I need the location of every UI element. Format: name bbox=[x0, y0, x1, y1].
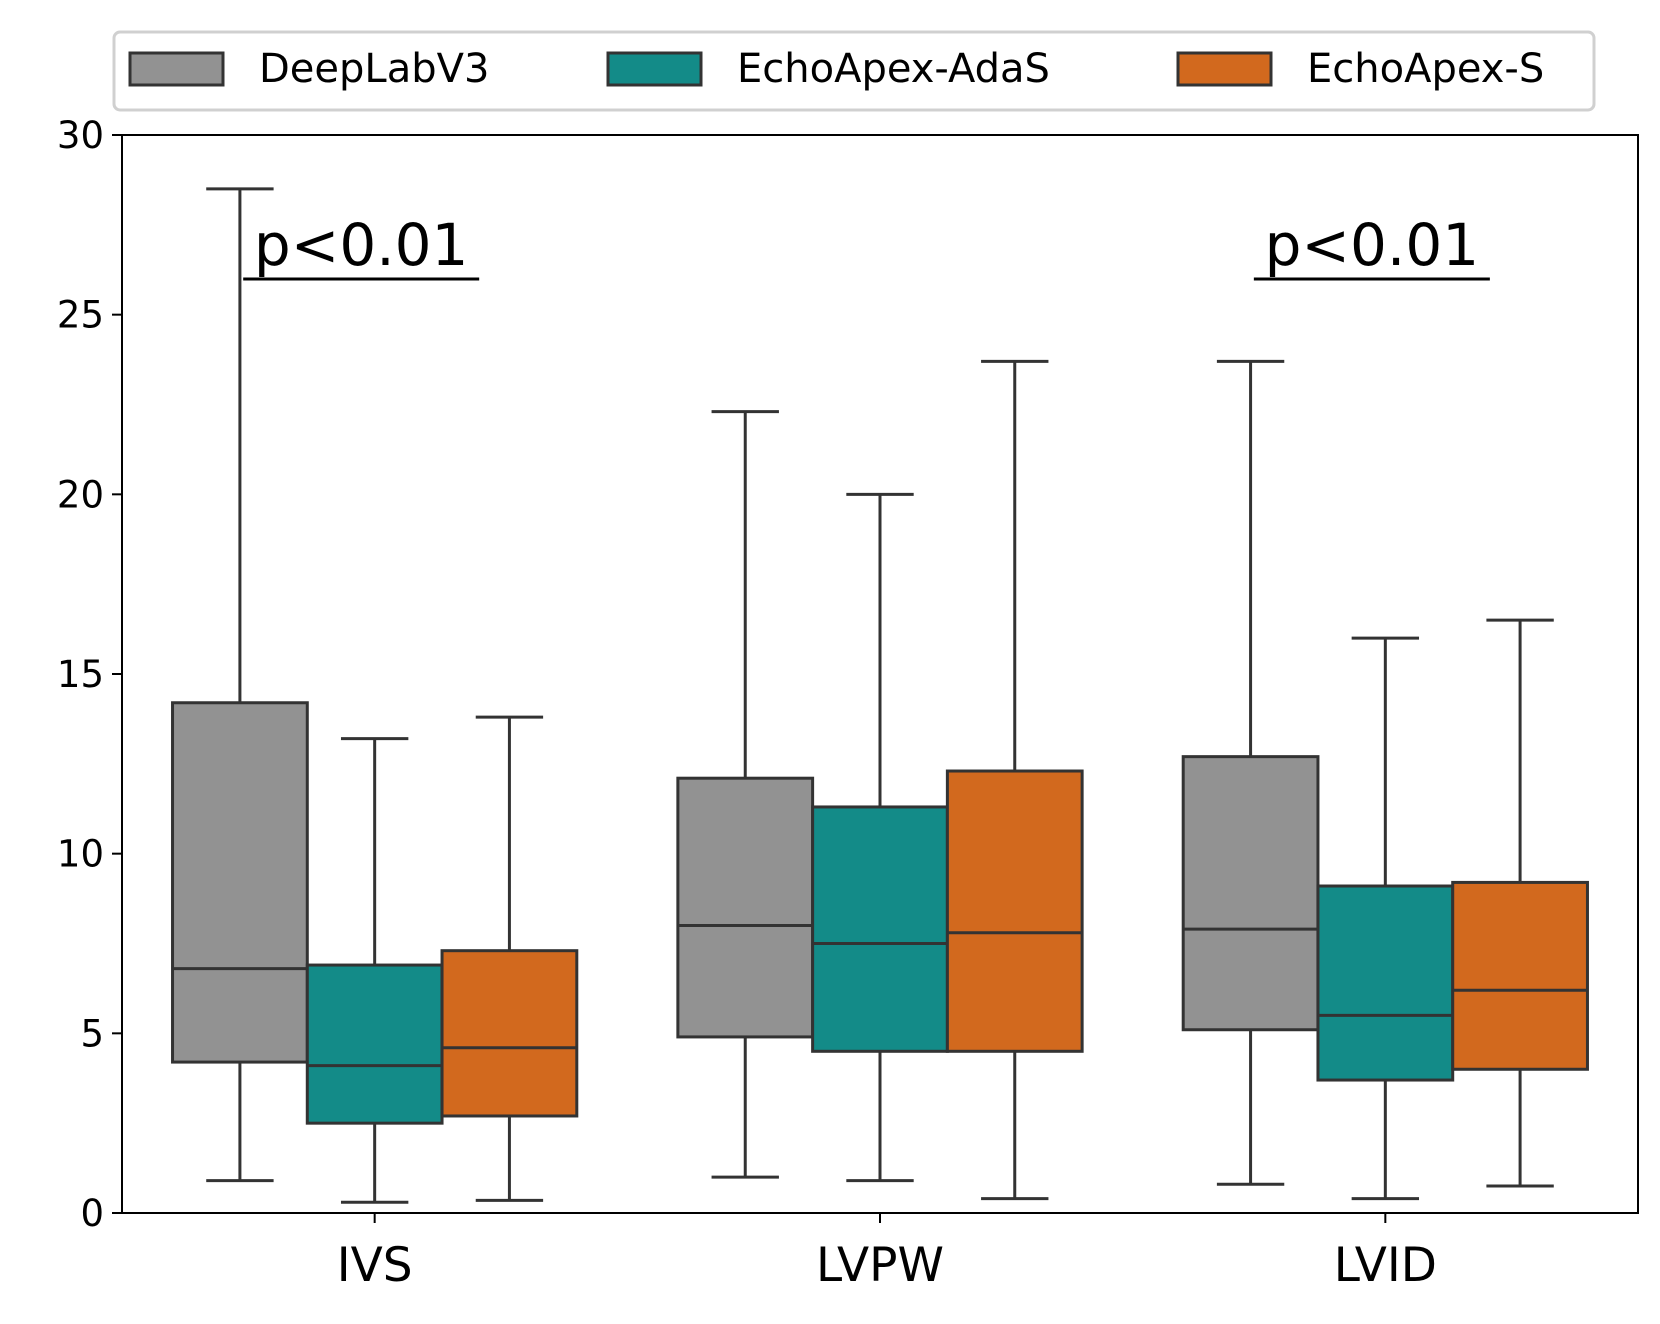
p-value-annotation: p<0.01 bbox=[1265, 211, 1480, 279]
y-tick-label: 30 bbox=[57, 114, 104, 157]
iqr-box bbox=[1181, 755, 1320, 1032]
y-tick-label: 20 bbox=[57, 473, 104, 516]
x-tick-label: LVPW bbox=[816, 1238, 944, 1293]
box-ivs-echoapex-adas bbox=[305, 737, 444, 1204]
iqr-box bbox=[1316, 884, 1455, 1082]
box-lvpw-echoapex-adas bbox=[811, 492, 949, 1183]
legend-swatch bbox=[1176, 51, 1273, 87]
y-tick-label: 10 bbox=[57, 833, 104, 876]
y-tick-label: 25 bbox=[57, 294, 104, 337]
y-tick-label: 5 bbox=[80, 1012, 104, 1055]
p-value-annotation: p<0.01 bbox=[254, 211, 469, 279]
x-tick-label: LVID bbox=[1334, 1238, 1437, 1293]
legend-label: EchoApex-S bbox=[1307, 46, 1544, 92]
box-lvid-echoapex-s bbox=[1451, 618, 1589, 1188]
box-lvid-echoapex-adas bbox=[1316, 636, 1455, 1201]
x-tick-label: IVS bbox=[337, 1238, 413, 1293]
y-tick-label: 0 bbox=[80, 1192, 104, 1235]
legend-swatch bbox=[128, 51, 225, 87]
iqr-box bbox=[945, 769, 1084, 1053]
iqr-box bbox=[676, 776, 815, 1039]
box-lvid-deeplabv3 bbox=[1181, 359, 1320, 1186]
y-tick-label: 15 bbox=[57, 653, 104, 696]
box-ivs-echoapex-s bbox=[440, 715, 579, 1202]
iqr-box bbox=[305, 963, 444, 1125]
iqr-box bbox=[811, 805, 949, 1053]
iqr-box bbox=[1451, 880, 1589, 1071]
box-lvpw-deeplabv3 bbox=[676, 410, 815, 1179]
box-ivs-deeplabv3 bbox=[171, 187, 309, 1183]
legend-label: DeepLabV3 bbox=[259, 46, 489, 92]
legend: DeepLabV3 EchoApex-AdaS EchoApex-S bbox=[112, 30, 1596, 112]
iqr-box bbox=[440, 949, 579, 1118]
iqr-box bbox=[171, 701, 309, 1064]
box-lvpw-echoapex-s bbox=[945, 359, 1084, 1201]
legend-swatch bbox=[606, 51, 703, 87]
legend-label: EchoApex-AdaS bbox=[737, 46, 1050, 92]
